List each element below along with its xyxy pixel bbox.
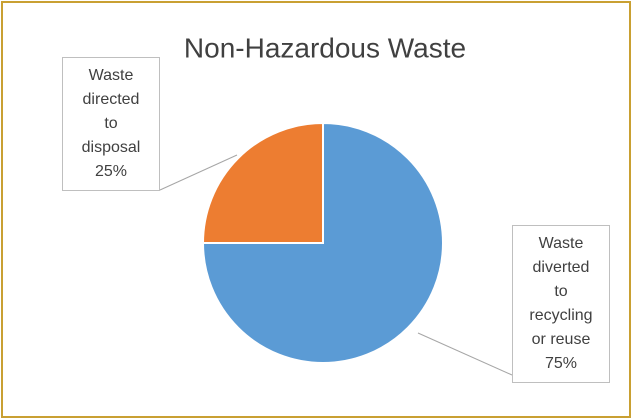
pie-slice xyxy=(201,121,324,244)
data-label: Waste diverted to recycling or reuse 75% xyxy=(512,225,610,383)
leader-line xyxy=(417,332,513,376)
label-category: Waste diverted to recycling or reuse xyxy=(529,235,593,348)
label-value: 25% xyxy=(94,163,128,180)
leader-line xyxy=(159,154,238,191)
pie xyxy=(201,121,444,364)
pie-slice xyxy=(201,121,444,364)
label-value: 75% xyxy=(544,355,578,372)
chart-title: Non-Hazardous Waste xyxy=(184,32,466,63)
label-category: Waste directed to disposal xyxy=(81,67,141,156)
data-label: Waste directed to disposal 25% xyxy=(62,57,160,191)
